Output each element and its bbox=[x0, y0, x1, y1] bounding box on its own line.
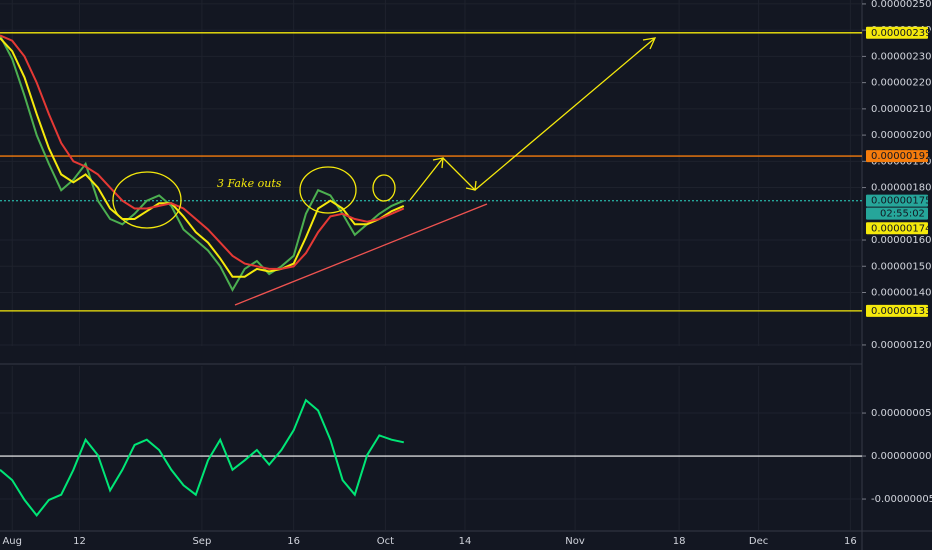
arrowhead bbox=[642, 37, 657, 50]
arrowhead bbox=[465, 180, 477, 191]
x-tick-label: Sep bbox=[192, 536, 211, 547]
x-tick-label: 18 bbox=[673, 536, 686, 547]
y-tick-label: 0.00000230 bbox=[871, 51, 931, 62]
x-tick-label: 16 bbox=[287, 536, 300, 547]
y-tick-label: 0.00000000 bbox=[871, 451, 931, 462]
price-label: 0.00000192 bbox=[871, 151, 931, 162]
y-tick-label: 0.00000120 bbox=[871, 340, 931, 351]
annotation: 3 Fake outs bbox=[217, 177, 282, 190]
arrowhead bbox=[432, 157, 444, 169]
price-label: 0.00000239 bbox=[871, 28, 931, 39]
price-label-bg bbox=[866, 194, 928, 207]
countdown-bg bbox=[866, 207, 928, 220]
price-label-bg bbox=[866, 222, 928, 235]
y-tick-label: 0.00000140 bbox=[871, 287, 931, 298]
y-tick-label: 0.00000210 bbox=[871, 104, 931, 115]
y-tick-label: 0.00000250 bbox=[871, 0, 931, 10]
circle bbox=[299, 166, 357, 214]
arrow-path bbox=[409, 37, 656, 201]
x-tick-label: 14 bbox=[459, 536, 472, 547]
price-label: 0.00000175 bbox=[871, 196, 931, 207]
y-tick-label: 0.00000180 bbox=[871, 183, 931, 194]
price-label-bg bbox=[866, 150, 928, 163]
price-label: 0.00000174 bbox=[871, 223, 931, 234]
price-label: 0.00000133 bbox=[871, 306, 931, 317]
trend-line bbox=[234, 203, 488, 306]
x-tick-label: Aug bbox=[2, 536, 22, 547]
y-tick-label: 0.00000150 bbox=[871, 261, 931, 272]
series-line bbox=[0, 37, 405, 278]
x-tick-label: Oct bbox=[377, 536, 394, 547]
y-tick-label: -0.00000005 bbox=[871, 494, 932, 505]
y-tick-label: 0.00000220 bbox=[871, 78, 931, 89]
series-line bbox=[0, 398, 405, 518]
series-line bbox=[0, 34, 405, 270]
drawings bbox=[112, 37, 657, 306]
x-tick-label: Nov bbox=[565, 536, 585, 547]
x-tick-label: 12 bbox=[73, 536, 86, 547]
x-tick-label: Dec bbox=[749, 536, 768, 547]
y-tick-label: 0.00000160 bbox=[871, 235, 931, 246]
circle bbox=[372, 174, 396, 202]
y-tick-label: 0.00000200 bbox=[871, 130, 931, 141]
price-label-bg bbox=[866, 26, 928, 39]
circle bbox=[112, 171, 182, 229]
countdown: 02:55:02 bbox=[880, 209, 925, 220]
price-label-bg bbox=[866, 304, 928, 317]
x-tick-label: 16 bbox=[844, 536, 857, 547]
y-tick-label: 0.00000005 bbox=[871, 408, 931, 419]
